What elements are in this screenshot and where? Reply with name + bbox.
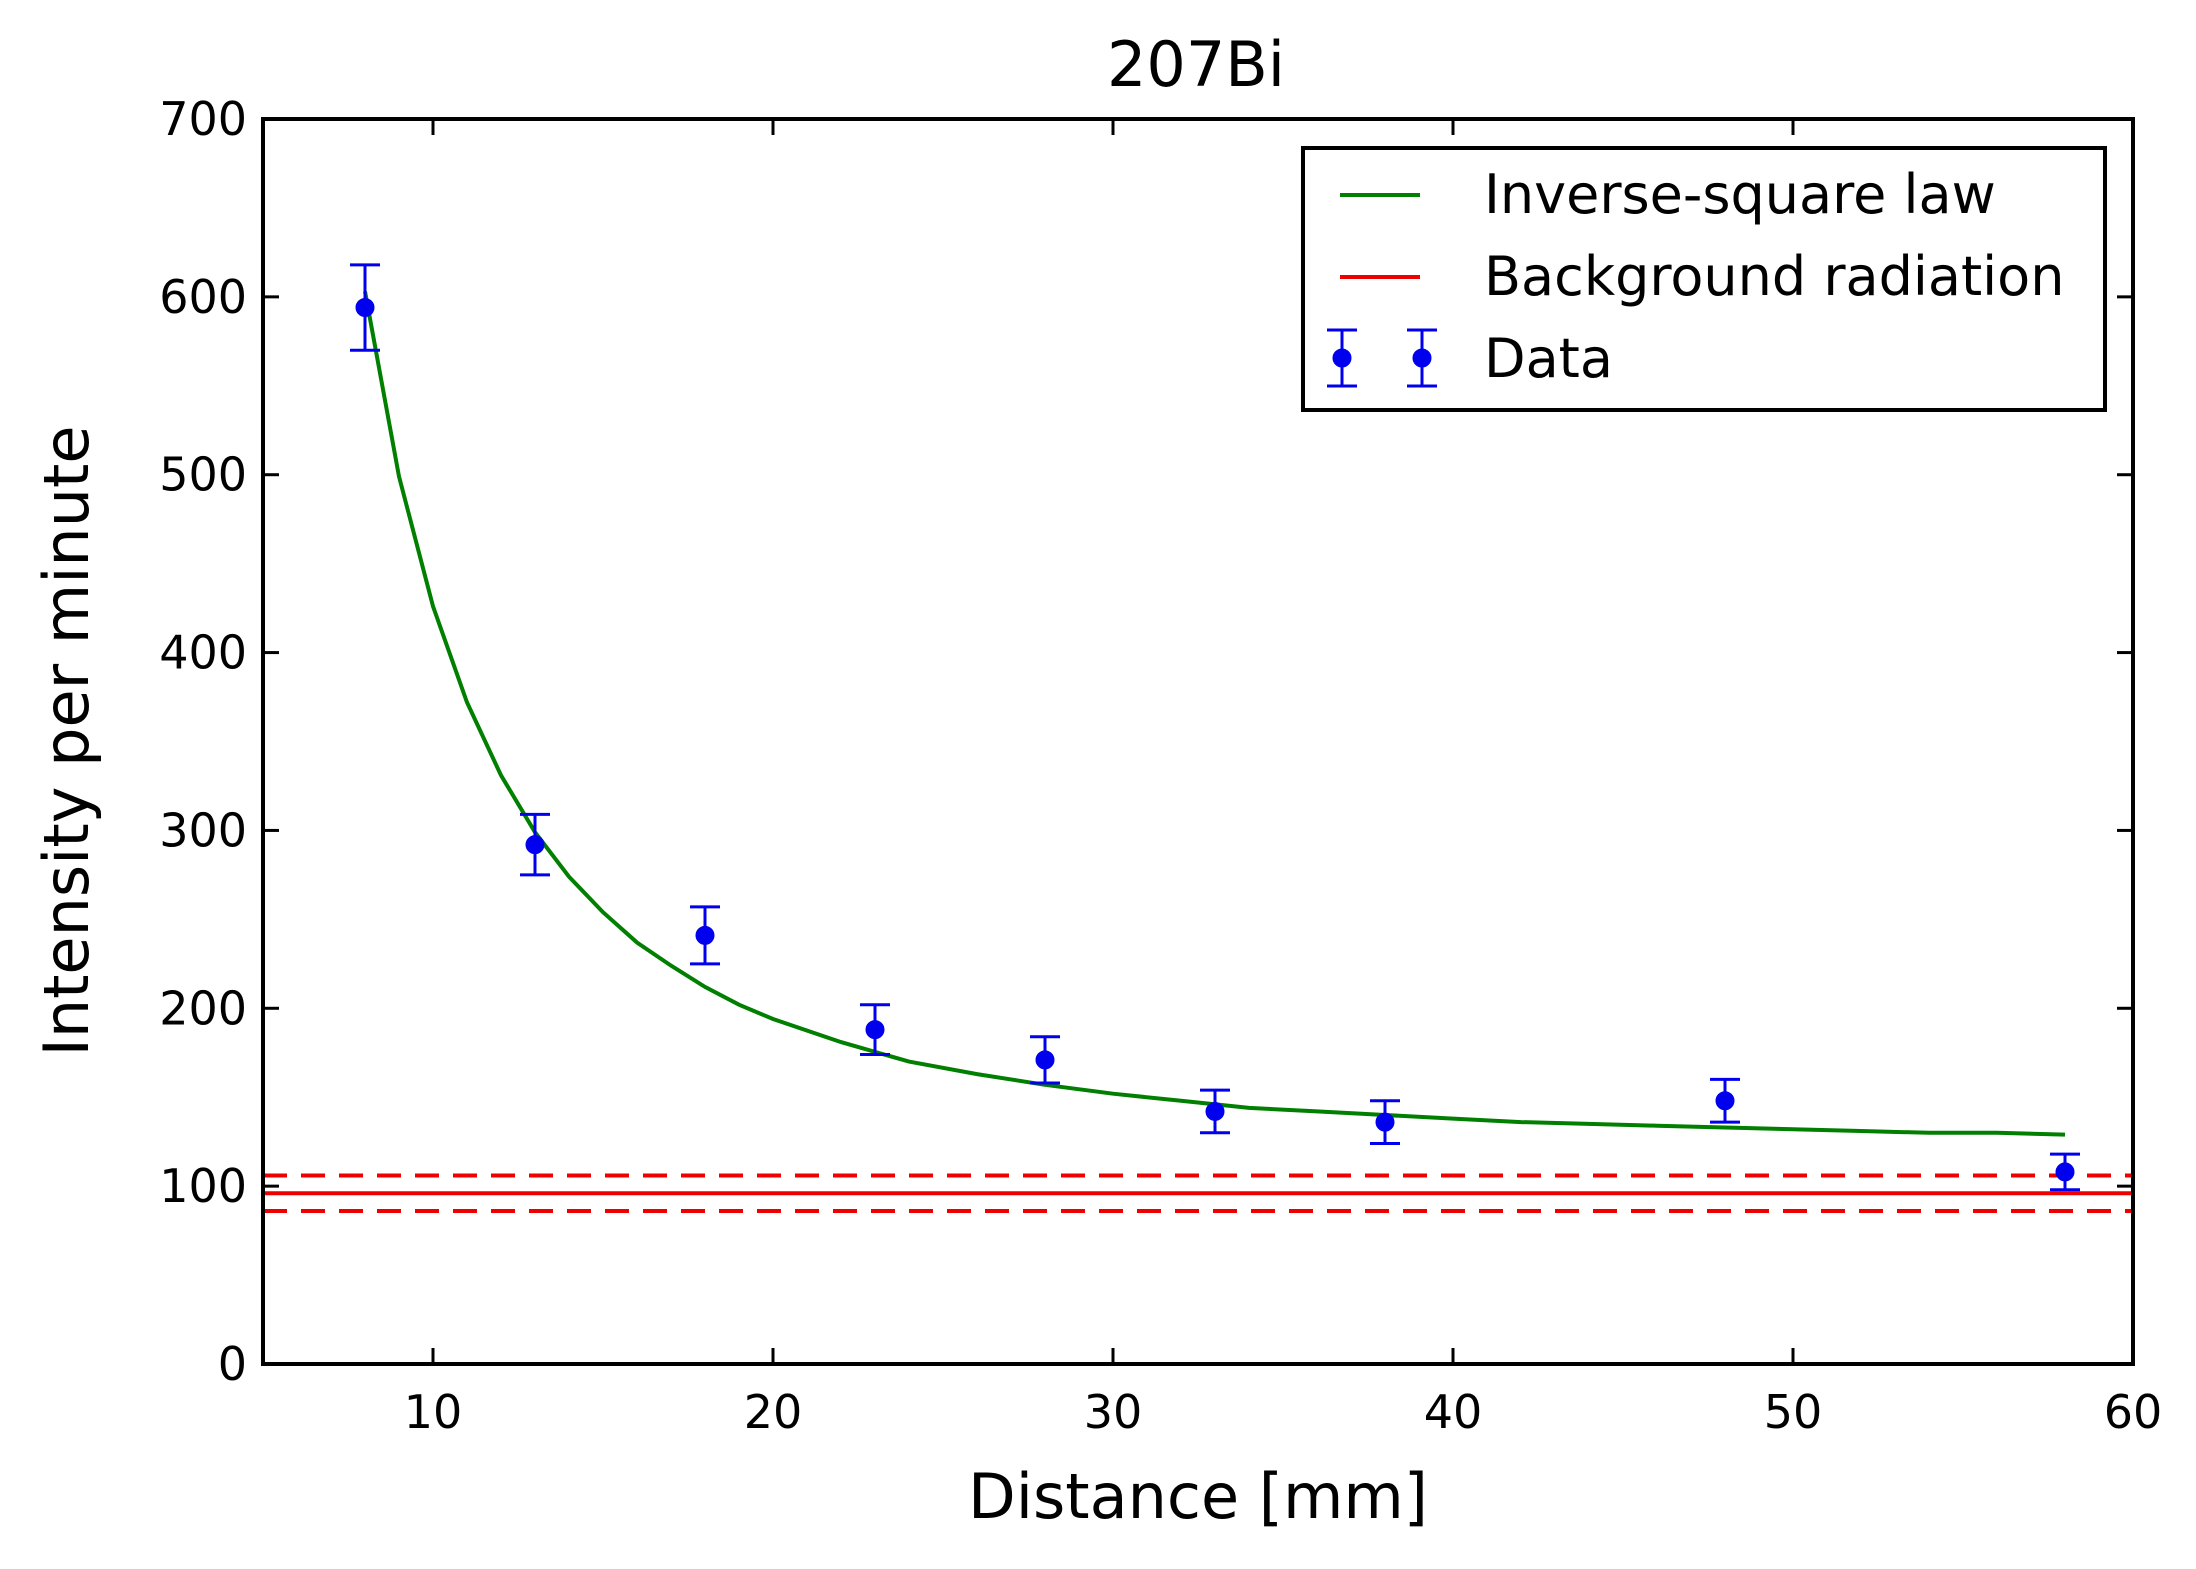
legend: Inverse-square law Background radiation …: [1301, 146, 2107, 412]
x-tick-label: 40: [1424, 1385, 1483, 1439]
y-tick-label: 100: [159, 1159, 247, 1213]
data-marker: [695, 925, 715, 945]
data-point: [350, 263, 380, 352]
data-point: [1030, 1035, 1060, 1085]
legend-swatch-data: [1327, 328, 1437, 388]
data-marker: [865, 1020, 885, 1040]
x-tick-label: 20: [744, 1385, 803, 1439]
data-marker: [525, 835, 545, 855]
x-tick-label: 50: [1764, 1385, 1823, 1439]
y-tick-label: 600: [159, 270, 247, 324]
data-point: [690, 905, 720, 966]
data-point: [520, 812, 550, 877]
chart-title: 207Bi: [1107, 28, 1285, 101]
y-tick-label: 700: [159, 92, 247, 146]
data-marker: [1375, 1112, 1395, 1132]
plot-area: [263, 263, 2133, 1214]
plot-frame: [261, 117, 2135, 1366]
data-point: [1200, 1088, 1230, 1135]
data-point: [1370, 1099, 1400, 1145]
legend-box: [1301, 146, 2107, 412]
y-tick-label: 400: [159, 626, 247, 680]
x-tick-label: 10: [404, 1385, 463, 1439]
x-tick-label: 30: [1084, 1385, 1143, 1439]
legend-label-fit: Inverse-square law: [1484, 163, 1996, 226]
data-point: [2050, 1152, 2080, 1192]
y-tick-label: 300: [159, 803, 247, 857]
data-marker: [355, 298, 375, 318]
data-point: [1710, 1077, 1740, 1124]
data-marker: [1035, 1050, 1055, 1070]
y-tick-label: 500: [159, 448, 247, 502]
data-marker: [2055, 1162, 2075, 1182]
legend-label-background: Background radiation: [1484, 245, 2064, 308]
legend-label-data: Data: [1484, 327, 1613, 390]
y-tick-label: 200: [159, 981, 247, 1035]
data-point: [860, 1003, 890, 1057]
y-axis-label: Intensity per minute: [30, 426, 103, 1057]
data-marker: [1715, 1091, 1735, 1111]
x-tick-label: 60: [2104, 1385, 2163, 1439]
y-tick-label: 0: [218, 1337, 247, 1391]
x-axis-label: Distance [mm]: [968, 1460, 1428, 1533]
data-marker: [1205, 1101, 1225, 1121]
